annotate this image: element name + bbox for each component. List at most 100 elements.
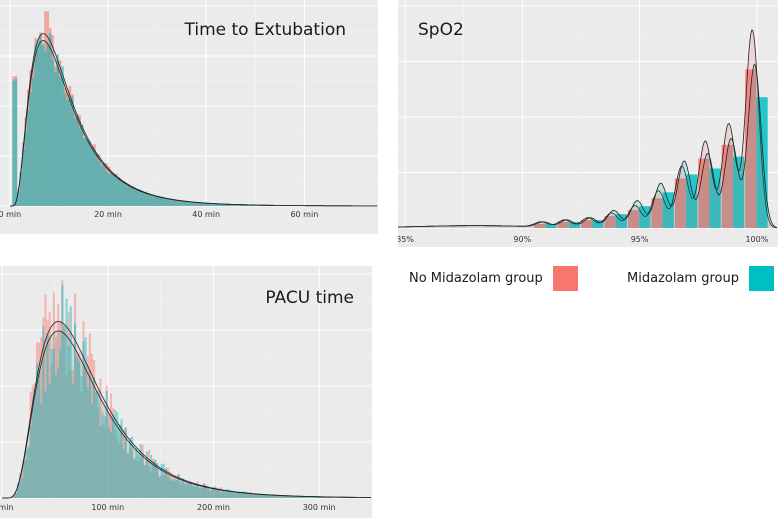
pacu-bar-midazolam [16, 483, 20, 498]
pacu-bar-midazolam [156, 463, 159, 498]
pacu-bar-midazolam [230, 490, 233, 498]
pacu-bar-midazolam [272, 494, 275, 498]
pacu-bar-midazolam [95, 390, 98, 498]
pacu-bar-no-midazolam [169, 471, 172, 498]
pacu-bar-midazolam [257, 493, 260, 498]
legend: No Midazolam group Midazolam group [398, 262, 778, 294]
pacu-bar-no-midazolam [57, 303, 60, 498]
extubation-title: Time to Extubation [184, 20, 347, 40]
spo2-bar-no-midazolam [745, 69, 757, 228]
pacu-x-tick-label: 100 min [91, 503, 124, 512]
pacu-bar-midazolam [150, 454, 153, 498]
extubation-bar-midazolam [49, 33, 52, 207]
extubation-bar-midazolam [12, 80, 15, 206]
spo2-bar-midazolam [592, 220, 604, 228]
pacu-bar-no-midazolam [181, 482, 184, 498]
pacu-bar-no-midazolam [82, 321, 85, 498]
pacu-bar-midazolam [291, 495, 294, 498]
pacu-bar-midazolam [192, 484, 195, 498]
pacu-bar-no-midazolam [135, 457, 138, 498]
pacu-bar-no-midazolam [158, 476, 161, 498]
spo2-density-line-midazolam [398, 63, 778, 228]
extubation-bar-midazolam [14, 78, 18, 206]
extubation-bar-midazolam [243, 204, 246, 206]
spo2-bar-midazolam [545, 224, 557, 228]
pacu-bar-no-midazolam [150, 471, 153, 498]
pacu-bar-no-midazolam [228, 490, 231, 498]
pacu-bar-midazolam [295, 496, 299, 498]
extubation-bar-midazolam [228, 204, 231, 206]
pacu-bar-midazolam [283, 495, 286, 498]
extubation-bar-midazolam [201, 202, 204, 206]
extubation-bar-midazolam [147, 193, 150, 206]
pacu-bar-no-midazolam [333, 497, 337, 498]
pacu-bar-no-midazolam [93, 359, 96, 498]
extubation-bar-midazolam [108, 173, 111, 206]
extubation-bar-midazolam [144, 193, 148, 206]
pacu-bar-midazolam [200, 487, 203, 498]
pacu-bar-no-midazolam [141, 444, 144, 498]
pacu-bar-no-midazolam [48, 312, 51, 498]
pacu-bar-midazolam [202, 483, 206, 498]
extubation-bar-midazolam [213, 203, 216, 206]
pacu-bar-no-midazolam [42, 317, 45, 498]
pacu-bar-midazolam [306, 496, 309, 498]
pacu-bar-no-midazolam [310, 496, 313, 498]
extubation-bar-midazolam [29, 92, 32, 206]
pacu-bar-midazolam [329, 496, 332, 498]
pacu-bar-midazolam [46, 333, 49, 498]
pacu-bar-no-midazolam [287, 495, 290, 498]
pacu-bar-midazolam [177, 474, 180, 498]
pacu-x-tick-label: 0 min [0, 503, 13, 512]
extubation-bar-midazolam [235, 204, 239, 206]
pacu-bar-no-midazolam [308, 496, 311, 498]
pacu-bar-midazolam [25, 449, 28, 498]
pacu-bar-no-midazolam [266, 494, 269, 498]
pacu-bar-no-midazolam [33, 383, 36, 498]
pacu-bar-midazolam [336, 497, 339, 498]
pacu-bar-no-midazolam [54, 337, 58, 498]
extubation-bar-midazolam [85, 139, 89, 206]
extubation-bar-midazolam [193, 202, 197, 206]
pacu-bar-no-midazolam [95, 392, 98, 498]
spo2-bar-midazolam [615, 214, 627, 228]
extubation-bar-midazolam [186, 201, 189, 206]
extubation-bar-midazolam [166, 199, 170, 206]
pacu-bar-midazolam [122, 448, 125, 498]
pacu-bar-midazolam [276, 495, 279, 498]
pacu-bar-no-midazolam [50, 363, 53, 498]
pacu-bar-midazolam [234, 491, 237, 498]
spo2-x-tick-label: 95% [631, 235, 649, 244]
pacu-bar-no-midazolam [285, 495, 288, 498]
extubation-bar-midazolam [31, 77, 35, 206]
pacu-bar-midazolam [325, 497, 328, 498]
pacu-bar-midazolam [196, 485, 199, 498]
pacu-bar-midazolam [162, 463, 165, 498]
extubation-bar-midazolam [125, 185, 128, 206]
pacu-bar-no-midazolam [29, 391, 32, 498]
pacu-bar-midazolam [71, 384, 74, 498]
pacu-bar-no-midazolam [128, 447, 132, 498]
spo2-panel: 85% 90% 95% 100% SpO2 [398, 0, 778, 247]
extubation-bar-midazolam [120, 180, 123, 206]
extubation-bar-midazolam [34, 45, 37, 206]
extubation-bar-midazolam [179, 200, 182, 206]
extubation-bar-midazolam [17, 192, 20, 206]
spo2-bar-midazolam [732, 156, 745, 228]
pacu-bar-midazolam [312, 496, 315, 498]
pacu-bar-midazolam [166, 476, 170, 498]
pacu-bar-no-midazolam [162, 475, 165, 498]
extubation-bar-midazolam [19, 171, 23, 206]
pacu-bar-no-midazolam [109, 393, 113, 498]
pacu-bar-midazolam [175, 479, 178, 498]
pacu-bar-midazolam [308, 496, 311, 498]
extubation-bar-midazolam [46, 45, 50, 206]
pacu-bar-no-midazolam [245, 491, 248, 498]
extubation-bar-midazolam [22, 150, 25, 206]
pacu-bar-midazolam [109, 432, 113, 498]
pacu-bar-no-midazolam [137, 461, 140, 498]
pacu-bar-no-midazolam [268, 495, 271, 498]
pacu-bar-midazolam [285, 495, 288, 498]
pacu-bar-no-midazolam [317, 497, 320, 498]
pacu-bar-midazolam [67, 346, 70, 498]
